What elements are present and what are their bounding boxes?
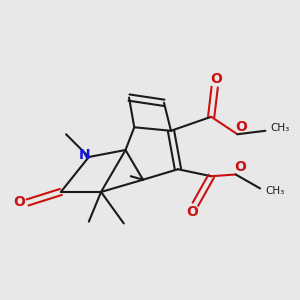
Text: O: O bbox=[13, 196, 25, 209]
Text: CH₃: CH₃ bbox=[271, 123, 290, 133]
Text: O: O bbox=[236, 120, 248, 134]
Text: O: O bbox=[211, 72, 222, 86]
Text: N: N bbox=[79, 148, 90, 162]
Text: O: O bbox=[234, 160, 246, 175]
Text: CH₃: CH₃ bbox=[265, 186, 284, 196]
Text: O: O bbox=[186, 205, 198, 219]
